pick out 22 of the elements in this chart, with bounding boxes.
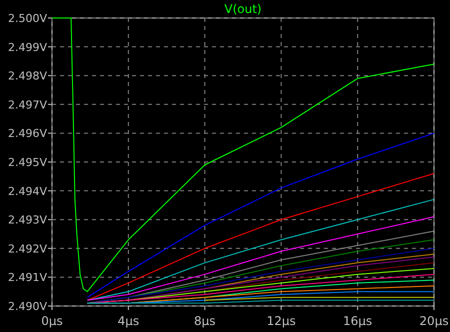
y-tick-label: 2.496V — [8, 127, 48, 140]
line-series — [86, 132, 434, 298]
y-tick-label: 2.490V — [8, 300, 48, 313]
x-tick-label: 16µs — [343, 314, 372, 328]
y-tick-label: 2.500V — [8, 12, 48, 25]
line-series — [86, 173, 434, 301]
line-series — [86, 198, 434, 301]
y-tick-label: 2.495V — [8, 156, 48, 169]
y-tick-label: 2.497V — [8, 98, 48, 112]
y-tick-label: 2.494V — [8, 184, 48, 198]
x-tick-label: 0µs — [41, 314, 63, 328]
chart-title: V(out) — [224, 2, 262, 16]
x-tick-label: 4µs — [118, 314, 140, 328]
x-tick-label: 8µs — [194, 314, 216, 328]
y-tick-label: 2.493V — [8, 214, 48, 227]
x-tick-label: 20µs — [419, 314, 449, 328]
y-tick-label: 2.492V — [8, 242, 48, 256]
y-tick-label: 2.499V — [8, 40, 48, 54]
y-tick-label: 2.491V — [8, 271, 48, 284]
y-tick-label: 2.498V — [8, 70, 48, 83]
x-tick-label: 12µs — [266, 314, 296, 328]
line-series — [86, 216, 434, 301]
